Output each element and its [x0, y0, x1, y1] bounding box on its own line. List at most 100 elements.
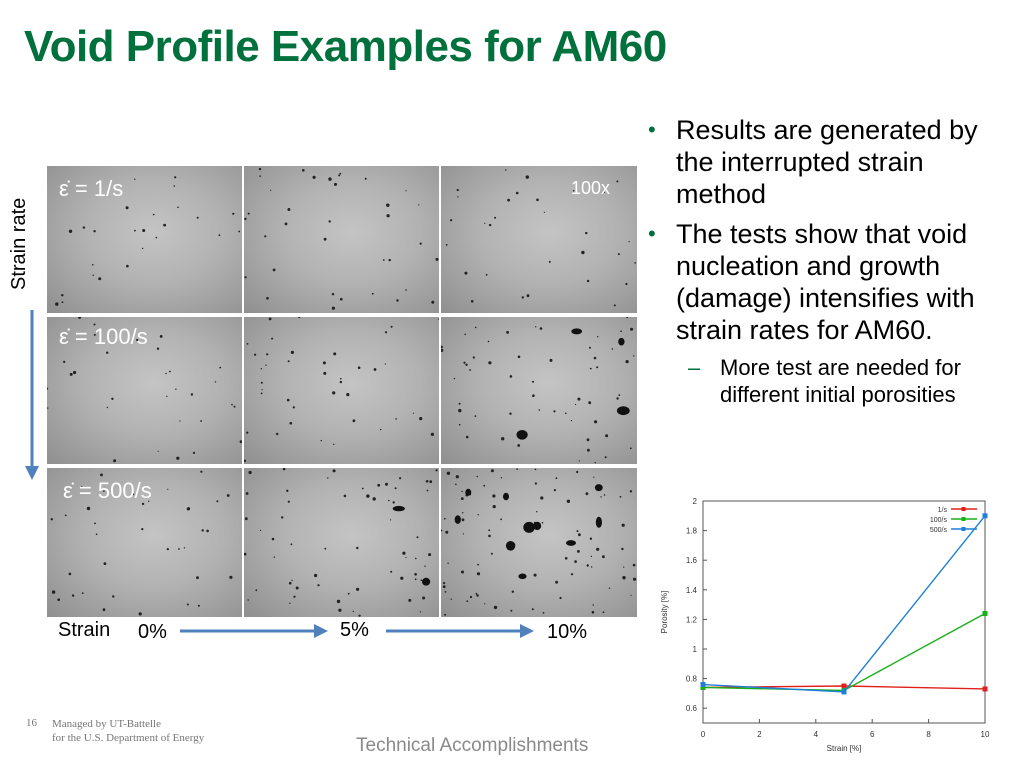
void-dot — [190, 393, 194, 396]
void-dot — [64, 514, 67, 517]
void-dot — [576, 470, 579, 474]
void-dot — [286, 398, 290, 402]
void-dot — [511, 590, 514, 593]
void-dot — [548, 260, 551, 263]
void-dot — [200, 420, 203, 422]
void-dot — [298, 317, 301, 319]
void-dot — [295, 586, 299, 590]
void-dot — [591, 566, 593, 568]
void-dot — [260, 392, 263, 395]
void-dot — [455, 483, 457, 486]
void-dot — [602, 191, 605, 194]
void-dot — [476, 475, 479, 478]
legend-label: 1/s — [938, 507, 948, 514]
void-dot — [218, 234, 221, 237]
void-dot — [405, 556, 407, 559]
void-dot — [484, 222, 486, 224]
void-dot — [538, 409, 541, 411]
void-dot — [509, 412, 512, 415]
void-dot — [328, 220, 331, 223]
void-dot — [248, 470, 252, 475]
void-dot — [47, 407, 49, 409]
void-dot — [148, 500, 150, 502]
porosity-chart: 0.6 0.8 1 1.2 1.4 1.6 1.8 2 0 2 4 6 8 10 Strain [%] Por… — [660, 497, 990, 753]
void-dot — [441, 529, 443, 532]
void-dot — [555, 580, 558, 584]
void-dot — [82, 226, 86, 229]
void-dot — [271, 337, 274, 340]
void-dot — [576, 530, 579, 533]
void-dot — [453, 377, 456, 380]
void-dot — [384, 331, 388, 334]
void-dot — [338, 608, 342, 612]
void-dot — [613, 304, 616, 307]
void-dot — [488, 529, 491, 532]
void-dot — [488, 534, 491, 538]
void-dot — [616, 180, 619, 183]
void-dots — [47, 317, 242, 463]
void-dot — [159, 335, 163, 338]
void-dot — [324, 547, 327, 550]
void-dot — [323, 237, 327, 241]
void-dot — [138, 612, 142, 616]
void-dot — [81, 485, 83, 488]
void-dot — [450, 598, 452, 600]
void-dot — [605, 434, 609, 438]
void-cluster — [454, 515, 461, 524]
void-dot — [166, 395, 168, 398]
void-dot — [566, 499, 571, 503]
void-dot — [175, 388, 177, 390]
void-dot — [352, 419, 356, 423]
void-dot — [244, 276, 247, 279]
void-dot — [197, 604, 200, 607]
void-dot — [415, 557, 417, 560]
void-dot — [233, 405, 236, 408]
strain-arrow-2 — [386, 624, 534, 638]
void-dot — [317, 584, 320, 587]
void-dot — [61, 294, 64, 297]
void-dot — [553, 410, 556, 413]
void-dot — [487, 340, 490, 343]
void-dot — [356, 587, 360, 591]
void-dot — [435, 469, 438, 472]
void-dot — [628, 241, 630, 243]
void-dot — [501, 437, 505, 441]
void-dot — [596, 547, 600, 551]
void-dot — [400, 576, 404, 580]
series-line-1 — [702, 612, 986, 692]
void-dot — [555, 477, 558, 480]
void-dot — [535, 326, 537, 328]
x-tick-label: 8 — [926, 730, 931, 739]
void-dot — [323, 371, 327, 375]
bullet-item: • Results are generated by the interrupt… — [648, 114, 993, 210]
void-dot — [259, 175, 261, 177]
void-dot — [593, 356, 597, 360]
rate-label-1s: ε̇ = 1/s — [59, 176, 124, 201]
void-dot — [428, 553, 432, 557]
void-dot — [126, 264, 129, 268]
void-dot — [444, 591, 447, 593]
void-dot — [390, 570, 393, 573]
void-dot — [260, 368, 263, 370]
void-dot — [276, 432, 279, 436]
void-dot — [239, 440, 242, 444]
void-dot — [426, 489, 429, 492]
footer-org-line1: Managed by UT-Battelle — [52, 718, 161, 730]
void-dot — [570, 573, 574, 576]
void-dot — [50, 518, 53, 521]
void-dot — [81, 592, 84, 594]
void-dot — [422, 596, 426, 600]
void-cluster — [392, 505, 405, 512]
void-dot — [287, 500, 290, 503]
void-dot — [617, 253, 620, 256]
strain-tick-0: 0% — [138, 621, 167, 643]
void-cluster — [465, 488, 472, 496]
void-dot — [603, 494, 606, 496]
bullet-dot-icon: • — [648, 117, 656, 142]
void-dot — [630, 594, 632, 596]
void-dot — [247, 599, 249, 601]
void-dot — [455, 475, 459, 479]
void-dot — [272, 268, 276, 272]
void-dot — [414, 578, 417, 581]
void-dot — [446, 471, 451, 475]
